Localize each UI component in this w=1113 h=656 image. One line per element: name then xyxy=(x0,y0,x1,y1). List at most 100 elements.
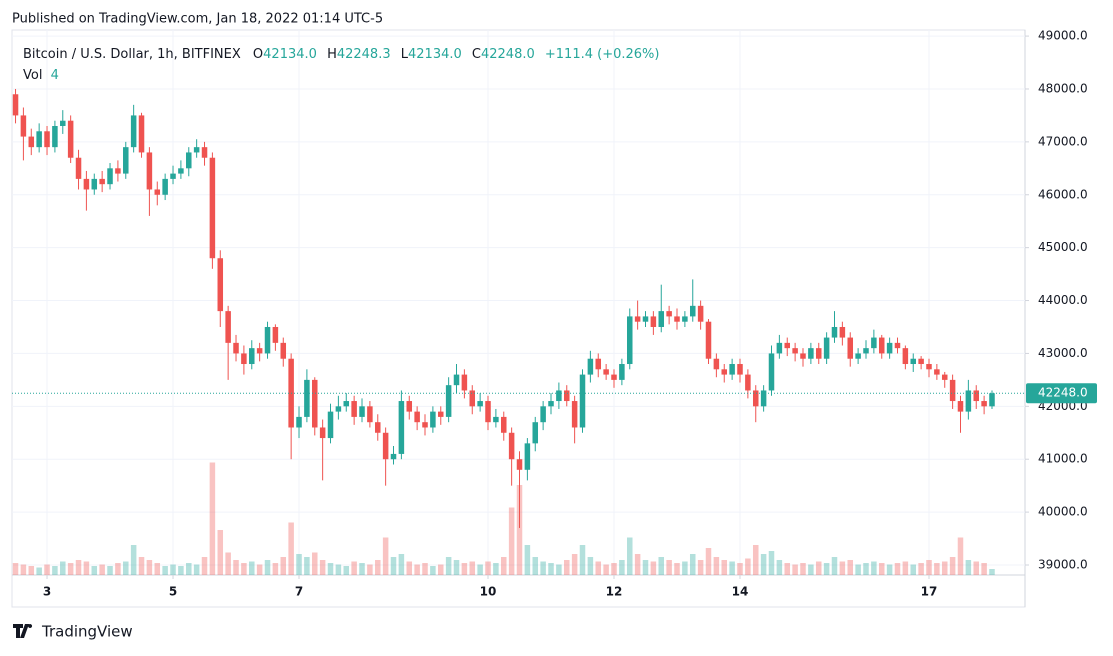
y-tick-label: 43000.0 xyxy=(1038,346,1088,360)
volume-bar xyxy=(934,563,940,575)
volume-layer xyxy=(12,462,995,575)
volume-bar xyxy=(319,560,326,575)
volume-bar xyxy=(288,522,294,575)
candle-body xyxy=(934,369,940,375)
volume-bar xyxy=(886,564,893,575)
volume-bar xyxy=(351,561,357,575)
candle-body xyxy=(162,178,168,195)
candle-body xyxy=(847,337,854,359)
candle-body xyxy=(319,427,326,439)
volume-bar xyxy=(571,554,578,575)
volume-bar xyxy=(485,561,491,575)
candle-body xyxy=(752,390,759,407)
volume-bar xyxy=(99,564,105,575)
candle-body xyxy=(154,189,161,195)
volume-bar xyxy=(382,537,389,575)
volume-bar xyxy=(390,557,397,575)
volume-bar xyxy=(682,561,688,575)
candle-body xyxy=(107,168,113,185)
candle-body xyxy=(445,385,452,417)
x-tick-label: 10 xyxy=(480,585,497,599)
candle-body xyxy=(359,406,365,417)
volume-bar xyxy=(973,561,979,575)
volume-bar xyxy=(335,564,342,575)
volume-bar xyxy=(280,557,287,575)
volume-bar xyxy=(878,563,885,575)
y-tick-label: 45000.0 xyxy=(1038,240,1088,254)
candle-body xyxy=(312,379,318,428)
candle-body xyxy=(784,342,791,349)
volume-bar xyxy=(745,558,751,575)
candle-body xyxy=(666,311,672,317)
volume-bar xyxy=(642,560,649,575)
volume-bar xyxy=(28,566,35,575)
volume-bar xyxy=(241,563,247,575)
candle-body xyxy=(367,406,373,423)
candle-body xyxy=(272,326,279,343)
candle-body xyxy=(406,401,413,412)
candle-body xyxy=(642,316,649,322)
candle-body xyxy=(453,374,460,386)
volume-bar xyxy=(540,561,546,575)
volume-bar xyxy=(312,552,318,575)
candle-body xyxy=(193,147,200,153)
candle-body xyxy=(343,401,350,407)
candle-body xyxy=(524,443,531,470)
candle-body xyxy=(138,115,145,153)
volume-bar xyxy=(595,561,602,575)
volume-bar xyxy=(83,561,90,575)
volume-bar xyxy=(847,560,854,575)
volume-bar xyxy=(44,564,50,575)
volume-bar xyxy=(398,554,405,575)
volume-bar xyxy=(508,507,515,575)
volume-bar xyxy=(737,563,743,575)
volume-bar xyxy=(808,564,814,575)
candle-body xyxy=(249,348,255,365)
candle-body xyxy=(477,401,483,407)
candle-body xyxy=(689,305,696,317)
candle-body xyxy=(918,358,924,365)
high-label: H xyxy=(327,47,337,62)
close-value: 42248.0 xyxy=(481,47,535,62)
volume-bar xyxy=(532,557,539,575)
volume-bar xyxy=(902,561,909,575)
volume-bar xyxy=(453,560,460,575)
grid xyxy=(12,30,1025,575)
volume-bar xyxy=(178,566,184,575)
volume-bar xyxy=(52,566,58,575)
x-tick-label: 5 xyxy=(169,585,177,599)
volume-bar xyxy=(343,566,350,575)
candle-body xyxy=(674,316,680,322)
volume-bar xyxy=(225,552,231,575)
volume-bar xyxy=(107,566,113,575)
logo-text: TradingView xyxy=(41,623,133,641)
volume-bar xyxy=(634,554,641,575)
volume-bar xyxy=(186,563,192,575)
volume-bar xyxy=(658,557,665,575)
volume-bar xyxy=(367,564,373,575)
volume-bar xyxy=(67,563,74,575)
volume-bar xyxy=(926,560,932,575)
candle-body xyxy=(217,258,224,312)
last-price-label: 42248.0 xyxy=(1038,386,1088,400)
candle-body xyxy=(626,316,633,365)
volume-bar xyxy=(705,548,712,575)
volume-bar xyxy=(871,561,877,575)
candle-body xyxy=(760,390,767,407)
y-tick-label: 41000.0 xyxy=(1038,452,1088,466)
candle-body xyxy=(233,342,239,354)
candle-body xyxy=(650,316,657,327)
candle-body xyxy=(831,326,838,338)
candle-body xyxy=(146,152,153,190)
volume-bar xyxy=(170,564,176,575)
volume-bar xyxy=(501,557,507,575)
volume-bar xyxy=(91,566,98,575)
candle-body xyxy=(414,411,420,423)
volume-bar xyxy=(115,563,121,575)
volume-bar xyxy=(461,563,468,575)
volume-bar xyxy=(697,560,704,575)
candle-body xyxy=(603,369,609,375)
volume-bar xyxy=(949,557,956,575)
volume-bar xyxy=(611,563,617,575)
volume-bar xyxy=(548,563,554,575)
